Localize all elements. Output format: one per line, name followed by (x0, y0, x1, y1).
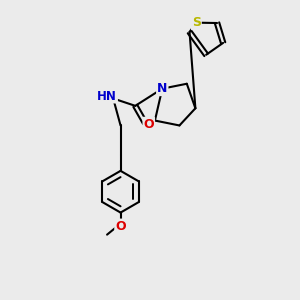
Text: O: O (143, 118, 154, 131)
Text: N: N (157, 82, 167, 95)
Text: HN: HN (97, 89, 117, 103)
Text: O: O (115, 220, 126, 232)
Text: S: S (192, 16, 201, 29)
